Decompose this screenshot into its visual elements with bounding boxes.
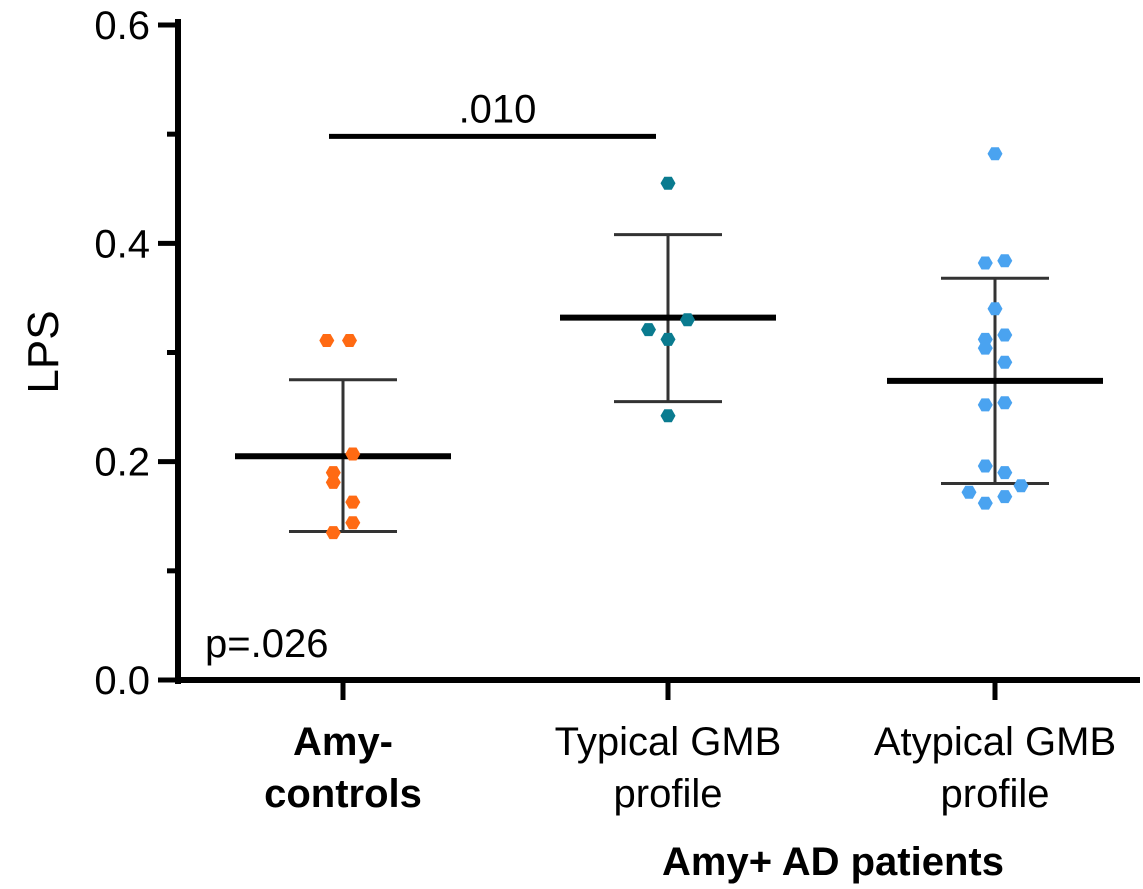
y-tick-label: 0.6 <box>94 4 150 48</box>
data-point <box>660 409 676 423</box>
data-point <box>1013 479 1029 493</box>
x-category-label-line1: Typical GMB <box>555 720 782 764</box>
data-point <box>987 147 1003 161</box>
data-point <box>345 447 361 461</box>
data-point <box>325 475 341 489</box>
data-point <box>977 398 993 412</box>
data-point <box>977 256 993 270</box>
y-tick-label: 0.0 <box>94 659 150 703</box>
axes-layer: 0.0 0.2 0.4 0.6 Amy-controls Typical GMB profi… <box>94 4 1140 816</box>
data-point <box>987 302 1003 316</box>
data-point <box>680 313 695 327</box>
data-point <box>325 466 341 480</box>
data-point <box>997 396 1013 410</box>
x-category-label-line1: Atypical GMB <box>874 720 1116 764</box>
data-point <box>319 334 335 347</box>
significance-label: .010 <box>459 87 537 131</box>
labels-layer: LPS .010 p=.026 Amy+ AD patients <box>19 87 1004 884</box>
data-point <box>342 334 357 347</box>
data-point <box>325 526 341 540</box>
x-category-label-line2: profile <box>614 772 723 816</box>
data-point <box>641 323 656 337</box>
data-points-layer <box>319 147 1029 540</box>
data-point <box>977 341 993 355</box>
x-category-label-line1: Amy- <box>293 720 393 764</box>
data-point <box>997 328 1013 342</box>
data-point <box>997 355 1013 369</box>
data-point <box>961 485 977 499</box>
data-point <box>977 459 993 473</box>
data-point <box>997 490 1013 504</box>
y-tick-label: 0.4 <box>94 222 150 266</box>
data-point <box>345 495 361 509</box>
data-point <box>660 176 676 190</box>
data-point <box>997 254 1013 268</box>
x-category-label-line2: profile <box>941 772 1050 816</box>
y-axis-label: LPS <box>19 310 68 393</box>
group-label: Amy+ AD patients <box>662 840 1004 884</box>
data-point <box>345 516 361 530</box>
y-tick-label: 0.2 <box>94 441 150 485</box>
error-bars-layer <box>235 233 1103 534</box>
x-category-label-line2: controls <box>264 772 422 816</box>
data-point <box>660 332 676 346</box>
overall-p-value: p=.026 <box>205 622 328 666</box>
data-point <box>997 466 1013 480</box>
data-point <box>977 496 993 510</box>
